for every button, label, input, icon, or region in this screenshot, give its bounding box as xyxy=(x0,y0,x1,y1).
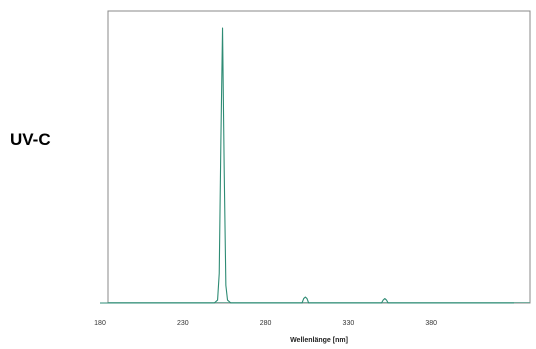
x-tick-label: 330 xyxy=(343,320,355,327)
plot-frame xyxy=(107,10,531,304)
x-axis: 180 230 280 330 380 xyxy=(94,302,530,327)
x-tick-label: 230 xyxy=(177,320,189,327)
spectrum-series-line xyxy=(100,27,514,304)
x-tick-label: 180 xyxy=(94,320,106,327)
uv-c-label: UV-C xyxy=(10,130,51,149)
series-group xyxy=(100,27,514,304)
x-axis-label: Wellenlänge [nm] xyxy=(290,337,348,344)
x-tick-label: 280 xyxy=(260,320,272,327)
x-tick-label: 380 xyxy=(425,320,437,327)
